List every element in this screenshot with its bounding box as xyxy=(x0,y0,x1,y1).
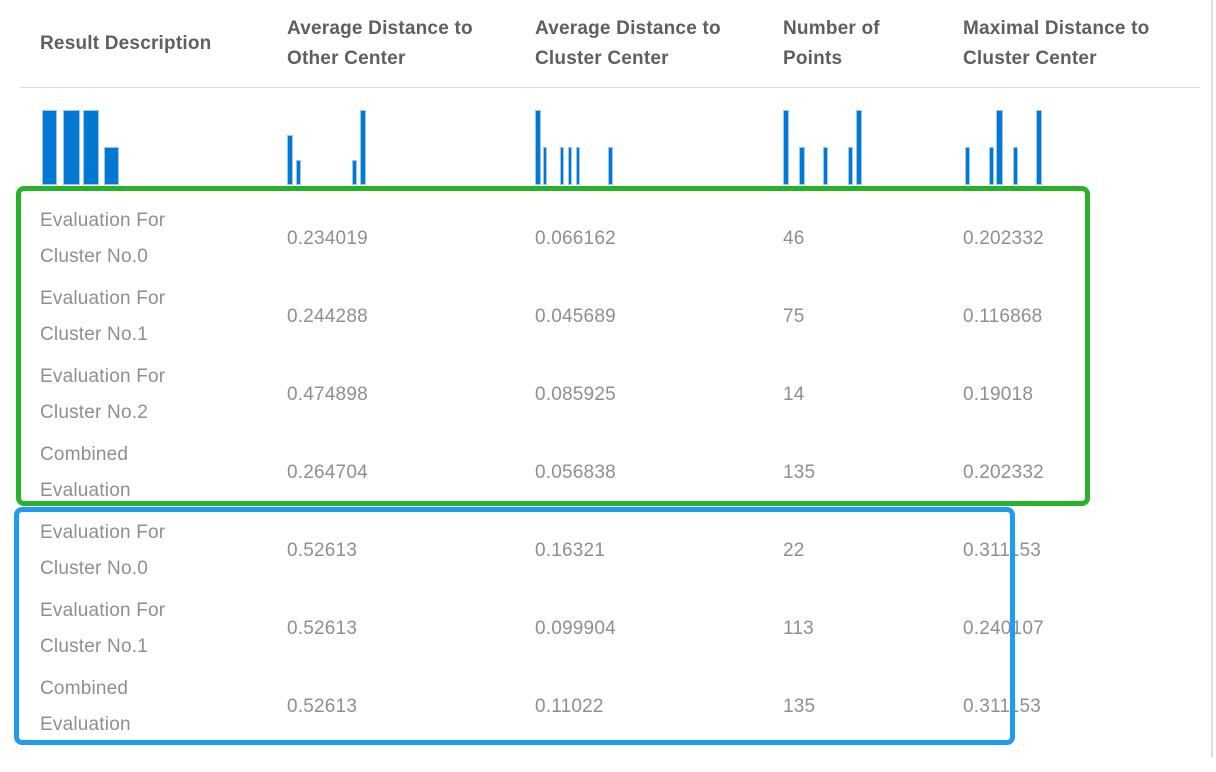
cell-avg_other: 0.52613 xyxy=(287,696,358,717)
cell-avg_other: 0.244288 xyxy=(287,306,368,327)
cell-num_points: 46 xyxy=(783,228,805,249)
cell-avg_other: 0.52613 xyxy=(287,618,358,639)
histogram-bar xyxy=(560,147,564,185)
cell-desc: Evaluation For Cluster No.0 xyxy=(40,522,166,579)
cell-avg_other: 0.52613 xyxy=(287,540,358,561)
column-header-desc: Result Description xyxy=(40,33,212,54)
cell-num_points: 113 xyxy=(783,618,814,639)
histogram-bar xyxy=(543,147,547,185)
cell-max_cluster: 0.311153 xyxy=(963,540,1042,561)
cell-desc: Evaluation For Cluster No.1 xyxy=(40,288,166,345)
histogram-bar xyxy=(823,147,828,185)
histogram-bar xyxy=(1013,147,1018,185)
histogram-bar xyxy=(296,160,301,185)
histogram-bar xyxy=(352,160,357,185)
cell-max_cluster: 0.311153 xyxy=(963,696,1042,717)
column-header-num_points: Number of Points xyxy=(783,18,880,69)
histogram-bar xyxy=(965,147,970,185)
cell-max_cluster: 0.116868 xyxy=(963,306,1043,327)
table-row: Evaluation For Cluster No.2 0.474898 0.085… xyxy=(0,356,1216,434)
table-row: Combined Evaluation 0.264704 0.056838 135 0.… xyxy=(0,434,1216,512)
histogram-thumbnail-num_points[interactable] xyxy=(783,110,873,185)
histogram-bar xyxy=(856,110,862,185)
histogram-bar xyxy=(783,110,789,185)
histogram-bar xyxy=(799,147,805,185)
column-header-avg_other: Average Distance to Other Center xyxy=(287,18,473,69)
cell-desc: Evaluation For Cluster No.2 xyxy=(40,366,166,423)
histogram-bar xyxy=(608,147,613,185)
cell-avg_cluster: 0.16321 xyxy=(535,540,606,561)
histogram-bar xyxy=(360,110,366,185)
cell-max_cluster: 0.202332 xyxy=(963,462,1044,483)
cell-avg_cluster: 0.11022 xyxy=(535,696,604,717)
histogram-bar xyxy=(83,110,99,185)
table-row: Evaluation For Cluster No.1 0.52613 0.0999… xyxy=(0,590,1216,668)
histogram-bar xyxy=(996,110,1003,185)
table-row: Combined Evaluation 0.52613 0.11022 135 0.31… xyxy=(0,668,1216,746)
cell-avg_cluster: 0.045689 xyxy=(535,306,616,327)
cell-max_cluster: 0.202332 xyxy=(963,228,1044,249)
panel-right-border xyxy=(1211,0,1213,757)
cell-avg_other: 0.264704 xyxy=(287,462,368,483)
cell-num_points: 135 xyxy=(783,696,816,717)
histogram-thumbnail-max_cluster[interactable] xyxy=(963,110,1053,185)
cell-num_points: 14 xyxy=(783,384,805,405)
histogram-bar xyxy=(576,147,580,185)
histogram-bar xyxy=(535,110,541,185)
column-header-avg_cluster: Average Distance to Cluster Center xyxy=(535,18,721,69)
cell-num_points: 75 xyxy=(783,306,805,327)
cell-desc: Evaluation For Cluster No.1 xyxy=(40,600,166,657)
histogram-bar xyxy=(848,147,853,185)
cell-desc: Combined Evaluation xyxy=(40,678,131,735)
cell-num_points: 22 xyxy=(783,540,805,561)
cell-desc: Combined Evaluation xyxy=(40,444,131,501)
histogram-bar xyxy=(989,147,994,185)
table-row: Evaluation For Cluster No.0 0.52613 0.1632… xyxy=(0,512,1216,590)
histogram-bar xyxy=(568,147,572,185)
header-divider xyxy=(20,87,1200,88)
histogram-bar xyxy=(287,135,293,185)
cell-max_cluster: 0.19018 xyxy=(963,384,1034,405)
cell-max_cluster: 0.240107 xyxy=(963,618,1044,639)
column-header-max_cluster: Maximal Distance to Cluster Center xyxy=(963,18,1150,69)
cell-desc: Evaluation For Cluster No.0 xyxy=(40,210,166,267)
cell-avg_other: 0.234019 xyxy=(287,228,368,249)
histogram-bar xyxy=(42,110,57,185)
cell-avg_cluster: 0.085925 xyxy=(535,384,616,405)
histogram-bar xyxy=(63,110,80,185)
histogram-thumbnail-avg_other[interactable] xyxy=(287,110,377,185)
histogram-thumbnail-desc[interactable] xyxy=(40,110,130,185)
cell-avg_other: 0.474898 xyxy=(287,384,368,405)
cell-avg_cluster: 0.066162 xyxy=(535,228,616,249)
table-row: Evaluation For Cluster No.1 0.244288 0.045… xyxy=(0,278,1216,356)
cell-avg_cluster: 0.099904 xyxy=(535,618,616,639)
cell-avg_cluster: 0.056838 xyxy=(535,462,616,483)
cell-num_points: 135 xyxy=(783,462,816,483)
histogram-thumbnail-avg_cluster[interactable] xyxy=(535,110,625,185)
table-row: Evaluation For Cluster No.0 0.234019 0.066… xyxy=(0,200,1216,278)
histogram-bar xyxy=(104,147,119,185)
histogram-bar xyxy=(1036,110,1042,185)
